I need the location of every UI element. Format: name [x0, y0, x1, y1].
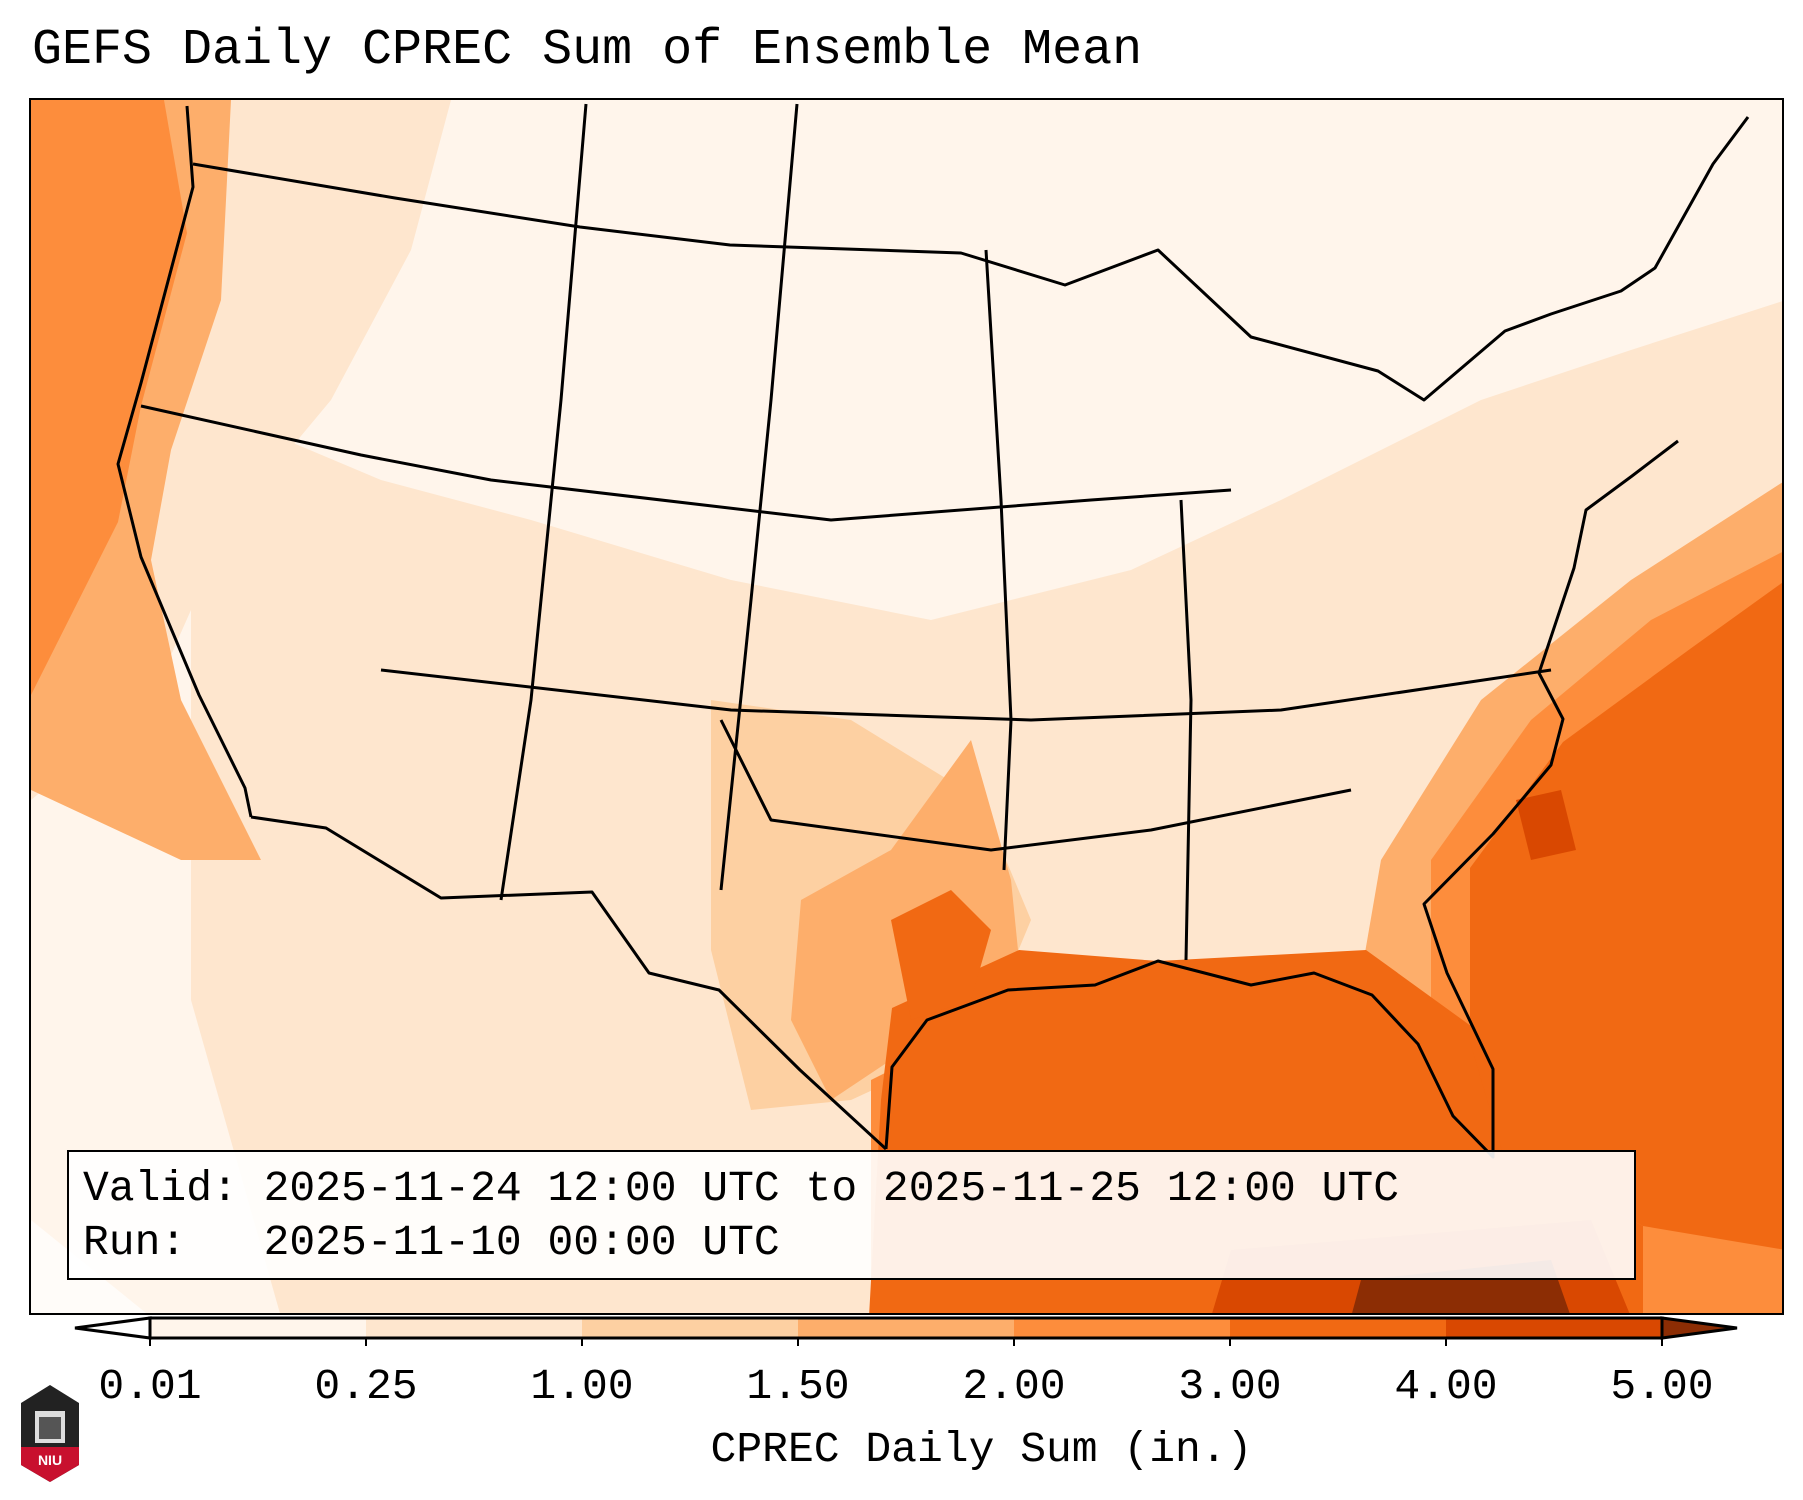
colorbar-tick-label: 1.00 [530, 1362, 634, 1411]
state-line-vertical-3 [984, 249, 1013, 871]
colorbar [74, 1316, 1738, 1346]
state-line-south [719, 719, 1352, 852]
precip-fields [31, 100, 1782, 1313]
colorbar-bin [366, 1318, 582, 1338]
colorbar-tick-label: 0.01 [98, 1362, 202, 1411]
chart-title: GEFS Daily CPREC Sum of Ensemble Mean [32, 22, 1143, 79]
colorbar-bin [1014, 1318, 1230, 1338]
colorbar-tick-label: 5.00 [1610, 1362, 1714, 1411]
colorbar-bin [798, 1318, 1014, 1338]
canada-border [192, 116, 1750, 402]
colorbar-bin [582, 1318, 798, 1338]
us-west-coast [116, 105, 253, 818]
field-peak-atlantic [1516, 790, 1576, 860]
colorbar-under-arrow [74, 1316, 152, 1340]
state-line-central [380, 668, 1552, 722]
run-time-text: Run: 2025-11-10 00:00 UTC [83, 1218, 780, 1267]
colorbar-outline [148, 1316, 1664, 1340]
map-canvas [31, 100, 1782, 1313]
colorbar-bin [1446, 1318, 1662, 1338]
colorbar-tick-label: 1.50 [746, 1362, 850, 1411]
state-line-vertical-1 [499, 103, 588, 901]
colorbar-bin [1230, 1318, 1446, 1338]
colorbar-tick-label: 0.25 [314, 1362, 418, 1411]
us-mexico-border [250, 815, 888, 1151]
field-texas-core [891, 890, 991, 1020]
state-line-vertical-2 [719, 103, 799, 891]
valid-run-info-box: Valid: 2025-11-24 12:00 UTC to 2025-11-2… [67, 1150, 1636, 1280]
colorbar-over-arrow [1660, 1316, 1738, 1340]
colorbar-label: CPREC Daily Sum (in.) [710, 1425, 1253, 1474]
colorbar-tick-label: 3.00 [1178, 1362, 1282, 1411]
svg-text:NIU: NIU [38, 1452, 62, 1468]
precip-map [29, 98, 1784, 1315]
field-atlantic-core [1470, 582, 1782, 1250]
state-line-north [140, 404, 1232, 522]
niu-logo: NIU [21, 1385, 79, 1482]
field-pacific-strong [31, 100, 187, 695]
colorbar-bin [150, 1318, 366, 1338]
colorbar-tick-label: 2.00 [962, 1362, 1066, 1411]
valid-time-text: Valid: 2025-11-24 12:00 UTC to 2025-11-2… [83, 1164, 1400, 1213]
state-line-vertical-4 [1179, 499, 1193, 961]
colorbar-tick-label: 4.00 [1394, 1362, 1498, 1411]
